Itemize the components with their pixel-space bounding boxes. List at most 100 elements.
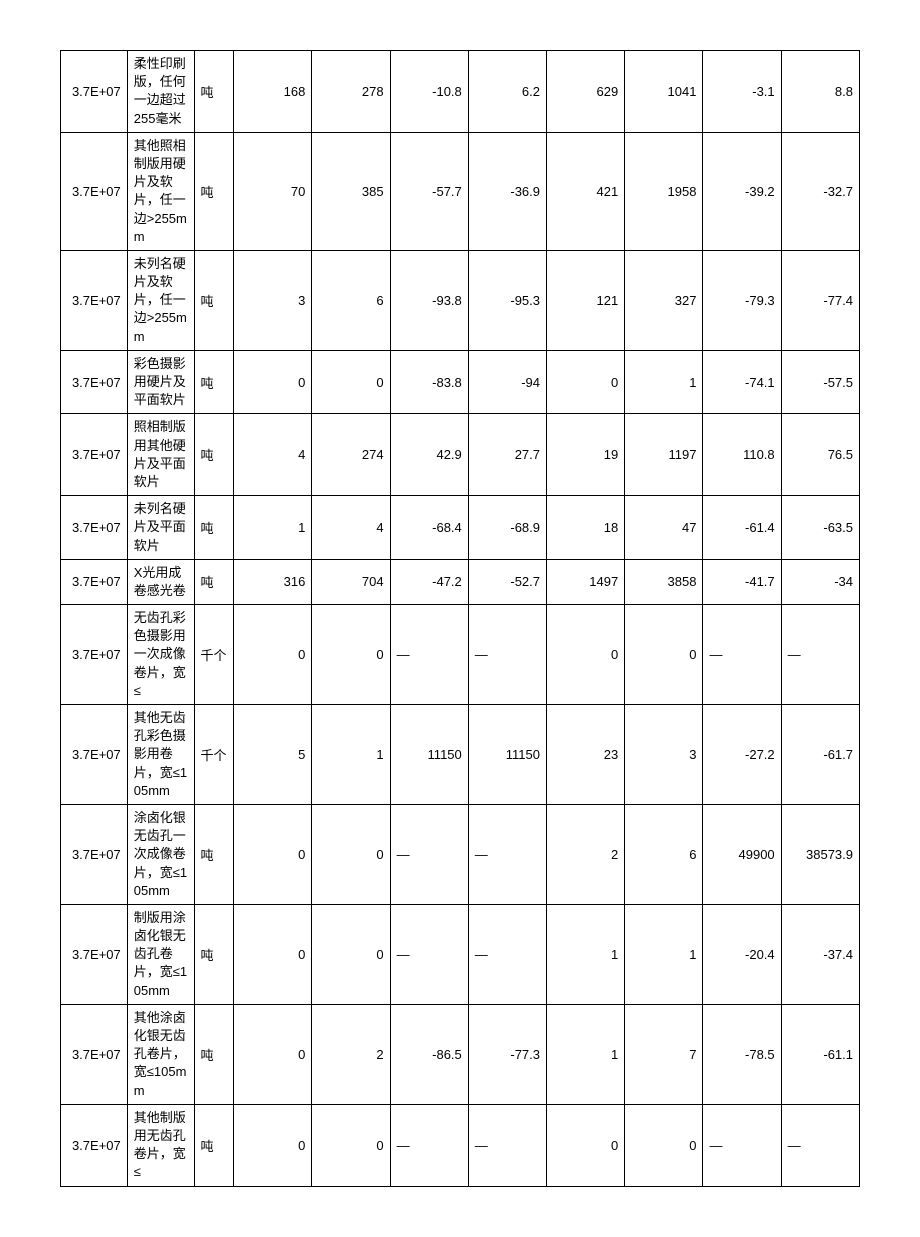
cell-value-1: 0 <box>234 605 312 705</box>
cell-description: X光用成卷感光卷 <box>127 559 194 604</box>
cell-value-6: 3 <box>625 705 703 805</box>
cell-value-4: — <box>468 605 546 705</box>
cell-value-8: -37.4 <box>781 904 859 1004</box>
cell-description: 其他涂卤化银无齿孔卷片，宽≤105mm <box>127 1004 194 1104</box>
cell-value-6: 6 <box>625 804 703 904</box>
data-table: 3.7E+07柔性印刷版，任何一边超过255毫米吨168278-10.86.26… <box>60 50 860 1187</box>
cell-value-5: 1 <box>547 904 625 1004</box>
cell-unit: 吨 <box>194 804 234 904</box>
cell-value-5: 1 <box>547 1004 625 1104</box>
cell-value-4: 6.2 <box>468 51 546 133</box>
cell-value-4: 11150 <box>468 705 546 805</box>
cell-value-1: 5 <box>234 705 312 805</box>
cell-value-5: 629 <box>547 51 625 133</box>
cell-value-1: 0 <box>234 350 312 414</box>
cell-value-3: — <box>390 1104 468 1186</box>
cell-value-8: -57.5 <box>781 350 859 414</box>
cell-value-2: 385 <box>312 132 390 250</box>
cell-value-8: -32.7 <box>781 132 859 250</box>
cell-code: 3.7E+07 <box>61 1104 128 1186</box>
cell-value-5: 0 <box>547 350 625 414</box>
cell-description: 未列名硬片及软片，任一边>255mm <box>127 250 194 350</box>
cell-value-8: 8.8 <box>781 51 859 133</box>
cell-unit: 吨 <box>194 1004 234 1104</box>
cell-value-6: 3858 <box>625 559 703 604</box>
cell-unit: 吨 <box>194 350 234 414</box>
cell-value-1: 0 <box>234 1004 312 1104</box>
cell-value-3: — <box>390 605 468 705</box>
table-row: 3.7E+07无齿孔彩色摄影用一次成像卷片，宽≤千个00——00—— <box>61 605 860 705</box>
cell-value-2: 0 <box>312 605 390 705</box>
table-row: 3.7E+07制版用涂卤化银无齿孔卷片，宽≤105mm吨00——11-20.4-… <box>61 904 860 1004</box>
cell-value-4: -77.3 <box>468 1004 546 1104</box>
cell-value-3: -10.8 <box>390 51 468 133</box>
cell-code: 3.7E+07 <box>61 559 128 604</box>
cell-description: 其他制版用无齿孔卷片，宽≤ <box>127 1104 194 1186</box>
cell-value-6: 47 <box>625 496 703 560</box>
cell-value-1: 70 <box>234 132 312 250</box>
cell-code: 3.7E+07 <box>61 250 128 350</box>
cell-value-7: 49900 <box>703 804 781 904</box>
cell-unit: 千个 <box>194 705 234 805</box>
cell-value-6: 1041 <box>625 51 703 133</box>
cell-value-2: 704 <box>312 559 390 604</box>
cell-value-8: 76.5 <box>781 414 859 496</box>
table-row: 3.7E+07其他照相制版用硬片及软片，任一边>255mm吨70385-57.7… <box>61 132 860 250</box>
cell-value-8: -63.5 <box>781 496 859 560</box>
cell-value-4: -36.9 <box>468 132 546 250</box>
cell-code: 3.7E+07 <box>61 804 128 904</box>
cell-value-5: 23 <box>547 705 625 805</box>
cell-value-2: 0 <box>312 904 390 1004</box>
cell-value-7: — <box>703 1104 781 1186</box>
cell-value-3: — <box>390 904 468 1004</box>
cell-value-2: 4 <box>312 496 390 560</box>
cell-code: 3.7E+07 <box>61 496 128 560</box>
cell-description: 无齿孔彩色摄影用一次成像卷片，宽≤ <box>127 605 194 705</box>
cell-value-7: -79.3 <box>703 250 781 350</box>
cell-value-2: 274 <box>312 414 390 496</box>
table-row: 3.7E+07照相制版用其他硬片及平面软片吨427442.927.7191197… <box>61 414 860 496</box>
cell-value-2: 2 <box>312 1004 390 1104</box>
cell-value-1: 316 <box>234 559 312 604</box>
cell-value-7: -41.7 <box>703 559 781 604</box>
cell-value-5: 0 <box>547 1104 625 1186</box>
cell-value-1: 0 <box>234 1104 312 1186</box>
table-row: 3.7E+07其他涂卤化银无齿孔卷片，宽≤105mm吨02-86.5-77.31… <box>61 1004 860 1104</box>
cell-code: 3.7E+07 <box>61 51 128 133</box>
cell-value-5: 2 <box>547 804 625 904</box>
cell-value-2: 0 <box>312 1104 390 1186</box>
cell-value-3: -47.2 <box>390 559 468 604</box>
table-row: 3.7E+07涂卤化银无齿孔一次成像卷片，宽≤105mm吨00——2649900… <box>61 804 860 904</box>
cell-value-5: 121 <box>547 250 625 350</box>
cell-unit: 吨 <box>194 496 234 560</box>
cell-value-3: -93.8 <box>390 250 468 350</box>
cell-code: 3.7E+07 <box>61 414 128 496</box>
cell-value-2: 278 <box>312 51 390 133</box>
cell-value-3: -68.4 <box>390 496 468 560</box>
cell-value-4: -68.9 <box>468 496 546 560</box>
cell-description: 未列名硬片及平面软片 <box>127 496 194 560</box>
cell-value-4: -95.3 <box>468 250 546 350</box>
cell-unit: 吨 <box>194 132 234 250</box>
cell-value-6: 1958 <box>625 132 703 250</box>
cell-value-4: -52.7 <box>468 559 546 604</box>
cell-value-8: 38573.9 <box>781 804 859 904</box>
cell-value-7: -20.4 <box>703 904 781 1004</box>
cell-code: 3.7E+07 <box>61 904 128 1004</box>
cell-description: 制版用涂卤化银无齿孔卷片，宽≤105mm <box>127 904 194 1004</box>
cell-value-8: -61.1 <box>781 1004 859 1104</box>
cell-code: 3.7E+07 <box>61 132 128 250</box>
cell-unit: 千个 <box>194 605 234 705</box>
cell-value-6: 327 <box>625 250 703 350</box>
cell-value-8: -61.7 <box>781 705 859 805</box>
cell-value-8: — <box>781 605 859 705</box>
table-row: 3.7E+07其他无齿孔彩色摄影用卷片，宽≤105mm千个51111501115… <box>61 705 860 805</box>
cell-value-8: -34 <box>781 559 859 604</box>
cell-value-4: — <box>468 904 546 1004</box>
table-row: 3.7E+07其他制版用无齿孔卷片，宽≤吨00——00—— <box>61 1104 860 1186</box>
cell-value-6: 0 <box>625 1104 703 1186</box>
cell-value-1: 1 <box>234 496 312 560</box>
cell-value-4: 27.7 <box>468 414 546 496</box>
cell-value-6: 1 <box>625 350 703 414</box>
cell-code: 3.7E+07 <box>61 605 128 705</box>
